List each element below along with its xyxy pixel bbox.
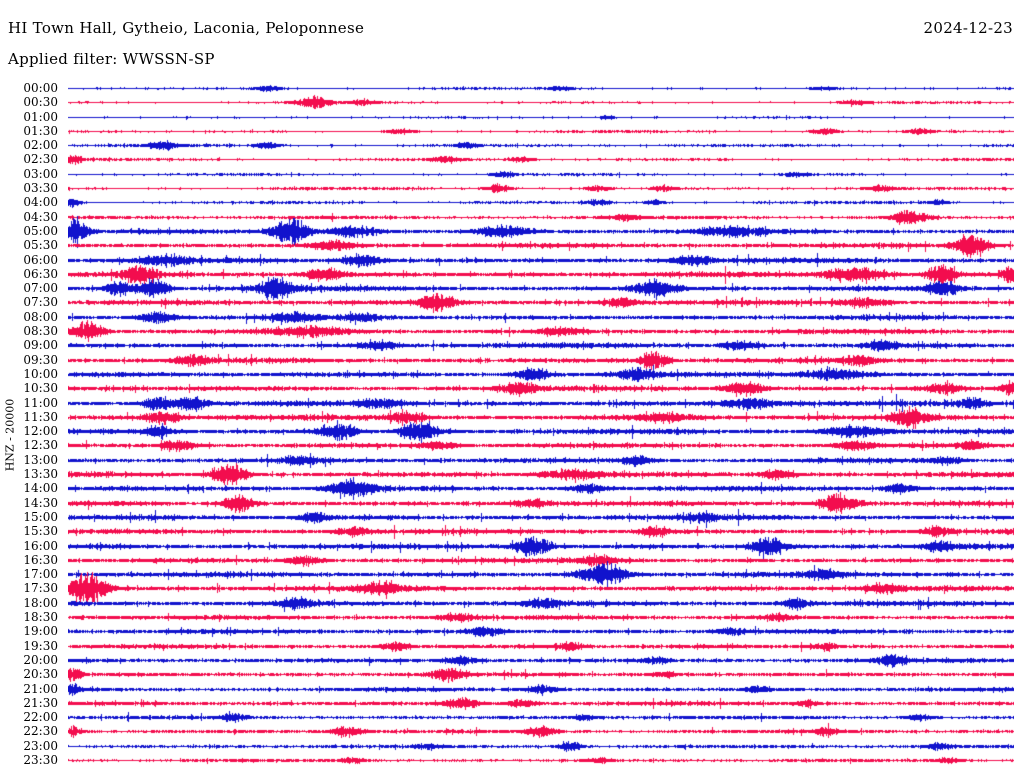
time-label: 01:00 [23, 110, 58, 124]
time-label: 07:30 [23, 295, 58, 309]
time-label: 10:30 [23, 381, 58, 395]
time-label: 13:30 [23, 467, 58, 481]
time-label: 10:00 [23, 367, 58, 381]
time-label: 08:00 [23, 310, 58, 324]
seismogram-traces-canvas [68, 81, 1014, 780]
time-label: 11:30 [23, 410, 58, 424]
time-label: 15:30 [23, 524, 58, 538]
time-label: 11:00 [23, 396, 58, 410]
time-label: 23:00 [23, 739, 58, 753]
time-label: 03:30 [23, 181, 58, 195]
time-label: 02:30 [23, 152, 58, 166]
time-label: 18:00 [23, 596, 58, 610]
time-label: 07:00 [23, 281, 58, 295]
time-label: 20:00 [23, 653, 58, 667]
time-label: 02:00 [23, 138, 58, 152]
date-label: 2024-12-23 [923, 19, 1013, 37]
station-title: HI Town Hall, Gytheio, Laconia, Peloponn… [8, 19, 365, 37]
applied-filter-label: Applied filter: WWSSN-SP [8, 50, 215, 68]
time-label: 14:00 [23, 481, 58, 495]
time-label: 12:30 [23, 438, 58, 452]
time-label: 05:30 [23, 238, 58, 252]
time-label: 00:00 [23, 81, 58, 95]
time-label: 16:00 [23, 539, 58, 553]
time-label: 18:30 [23, 610, 58, 624]
time-label: 21:30 [23, 696, 58, 710]
time-label: 09:30 [23, 353, 58, 367]
time-label: 15:00 [23, 510, 58, 524]
time-label: 00:30 [23, 95, 58, 109]
time-label: 13:00 [23, 453, 58, 467]
time-label: 22:30 [23, 724, 58, 738]
time-label: 23:30 [23, 753, 58, 767]
time-label: 14:30 [23, 496, 58, 510]
time-label: 17:30 [23, 581, 58, 595]
time-label: 01:30 [23, 124, 58, 138]
time-label: 19:30 [23, 639, 58, 653]
time-label: 12:00 [23, 424, 58, 438]
time-label: 08:30 [23, 324, 58, 338]
time-label: 06:30 [23, 267, 58, 281]
time-label: 09:00 [23, 338, 58, 352]
time-label: 06:00 [23, 253, 58, 267]
time-label: 17:00 [23, 567, 58, 581]
time-label: 03:00 [23, 167, 58, 181]
time-label: 04:00 [23, 195, 58, 209]
time-label: 20:30 [23, 667, 58, 681]
time-label: 19:00 [23, 624, 58, 638]
time-label: 22:00 [23, 710, 58, 724]
time-label: 21:00 [23, 682, 58, 696]
time-label: 05:00 [23, 224, 58, 238]
time-label: 04:30 [23, 210, 58, 224]
time-label: 16:30 [23, 553, 58, 567]
